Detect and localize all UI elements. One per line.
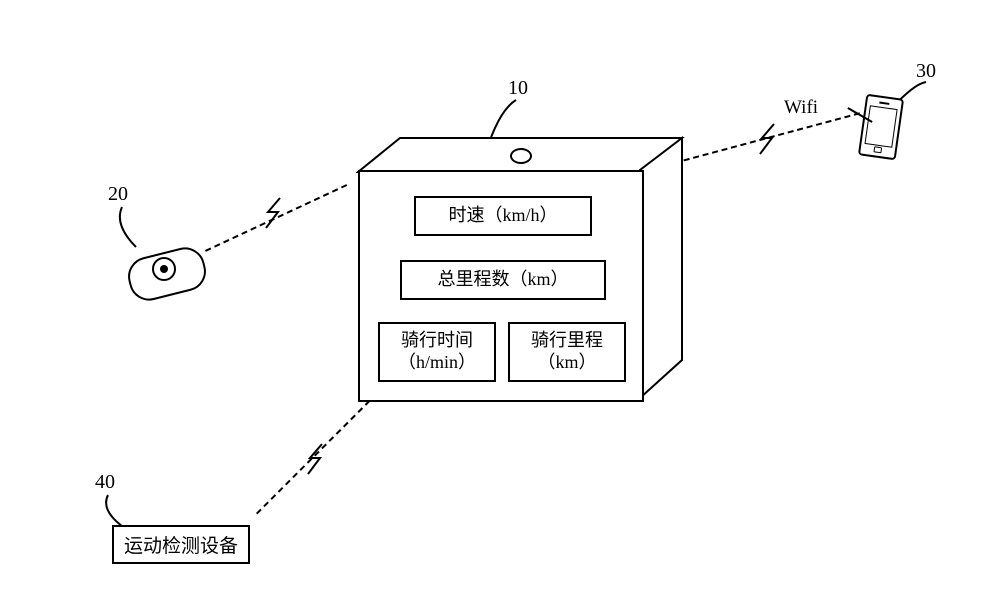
top-circle	[510, 148, 532, 164]
wifi-label: Wifi	[784, 97, 818, 119]
ref-label-10: 10	[508, 77, 528, 100]
phone-screen	[864, 105, 897, 148]
zig-motion	[302, 442, 328, 478]
field-speed: 时速（km/h）	[414, 196, 592, 236]
phone-speaker	[879, 102, 889, 105]
field-total-distance: 总里程数（km）	[400, 260, 606, 300]
main-box-3d-side	[638, 136, 686, 400]
zig-mouse	[260, 196, 286, 232]
field-ride-time-l1: 骑行时间	[401, 330, 473, 352]
field-ride-time: 骑行时间 （h/min）	[378, 322, 496, 382]
field-ride-distance: 骑行里程 （km）	[508, 322, 626, 382]
motion-detection-box: 运动检测设备	[112, 525, 250, 564]
zig-phone	[754, 122, 780, 158]
mouse-button-dot	[160, 265, 168, 273]
field-ride-dist-l1: 骑行里程	[531, 330, 603, 352]
ref-label-40: 40	[95, 471, 115, 494]
field-ride-dist-l2: （km）	[537, 352, 596, 374]
phone-device	[858, 94, 904, 161]
leader-20	[112, 205, 152, 251]
diagram-canvas: 10 20 30 40 Wifi 时速（km/h）	[0, 0, 1000, 609]
ref-label-20: 20	[108, 183, 128, 206]
field-ride-time-l2: （h/min）	[398, 352, 476, 374]
phone-home-button	[873, 146, 882, 153]
field-total-distance-label: 总里程数（km）	[437, 269, 568, 291]
phone-body	[858, 94, 904, 161]
field-speed-label: 时速（km/h）	[448, 205, 557, 227]
motion-detection-label: 运动检测设备	[124, 531, 238, 558]
